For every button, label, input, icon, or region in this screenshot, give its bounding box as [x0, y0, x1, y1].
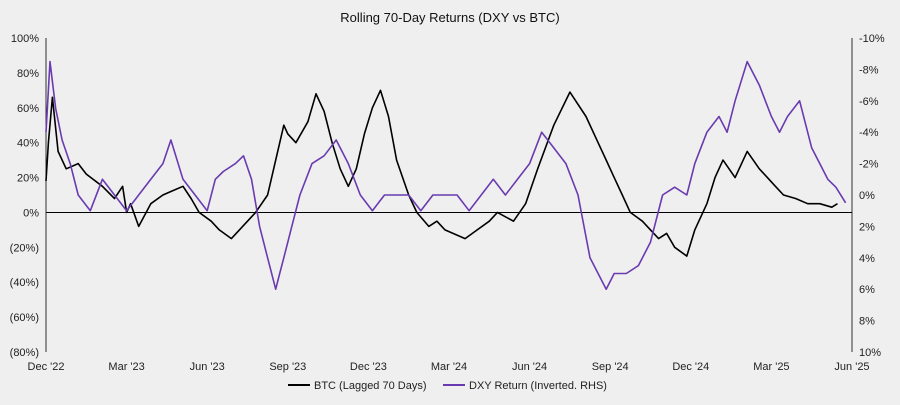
right-tick-label: -2%: [859, 159, 879, 171]
right-tick-label: 8%: [859, 316, 875, 328]
chart-title: Rolling 70-Day Returns (DXY vs BTC): [340, 10, 559, 25]
x-axis-ticks: Dec '22 Mar '23 Jun '23 Sep '23 Dec '23 Mar '…: [28, 361, 870, 373]
x-tick-label: Dec '23: [350, 361, 387, 373]
legend-dxy-label: DXY Return (Inverted. RHS): [469, 380, 607, 392]
right-tick-label: -4%: [859, 127, 879, 139]
x-tick-label: Jun '25: [834, 361, 869, 373]
x-tick-label: Dec '24: [672, 361, 709, 373]
x-tick-label: Dec '22: [28, 361, 65, 373]
right-tick-label: -10%: [859, 33, 885, 45]
left-axis-ticks: 100% 80% 60% 40% 20% 0% (20%) (40%) (60%) (80%): [10, 33, 40, 359]
legend: BTC (Lagged 70 Days) DXY Return (Inverted…: [288, 380, 607, 392]
left-tick-label: (60%): [10, 312, 39, 324]
right-tick-label: 4%: [859, 253, 875, 265]
left-tick-label: 0%: [23, 207, 39, 219]
legend-btc-label: BTC (Lagged 70 Days): [314, 380, 427, 392]
x-tick-label: Mar '25: [753, 361, 789, 373]
right-tick-label: 6%: [859, 284, 875, 296]
right-axis-ticks: -10% -8% -6% -4% -2% 0% 2% 4% 6% 8% 10%: [859, 33, 885, 359]
right-tick-label: -8%: [859, 64, 879, 76]
left-tick-label: (20%): [10, 242, 39, 254]
right-tick-label: -6%: [859, 96, 879, 108]
left-tick-label: (80%): [10, 347, 39, 359]
right-tick-label: 10%: [859, 347, 881, 359]
x-tick-label: Sep '24: [592, 361, 629, 373]
x-tick-label: Jun '23: [190, 361, 225, 373]
right-tick-label: 2%: [859, 221, 875, 233]
left-tick-label: 80%: [17, 68, 39, 80]
dxy-series-line: [45, 60, 847, 291]
left-tick-label: 40%: [17, 138, 39, 150]
left-tick-label: 60%: [17, 103, 39, 115]
btc-series-line: [45, 89, 838, 257]
x-tick-label: Mar '24: [431, 361, 467, 373]
left-tick-label: 100%: [11, 33, 39, 45]
x-tick-label: Jun '24: [512, 361, 547, 373]
series-layer: [45, 60, 847, 291]
left-tick-label: 20%: [17, 173, 39, 185]
x-tick-label: Sep '23: [269, 361, 306, 373]
left-tick-label: (40%): [10, 277, 39, 289]
right-tick-label: 0%: [859, 190, 875, 202]
x-tick-label: Mar '23: [108, 361, 144, 373]
